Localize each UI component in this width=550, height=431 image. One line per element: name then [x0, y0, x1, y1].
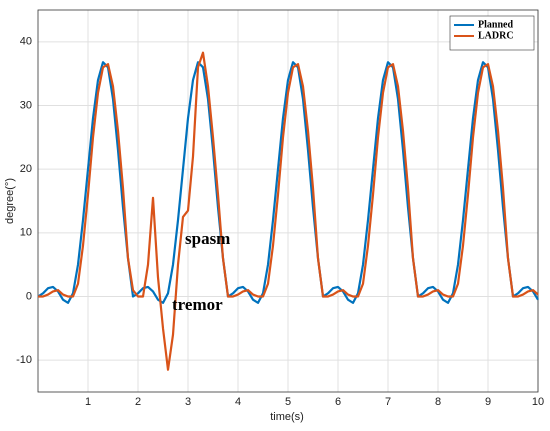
x-tick-label: 7	[385, 396, 391, 408]
x-tick-label: 4	[235, 396, 241, 408]
x-tick-label: 10	[532, 396, 544, 408]
x-tick-label: 1	[85, 396, 91, 408]
x-tick-label: 9	[485, 396, 491, 408]
x-axis-label: time(s)	[270, 411, 304, 423]
y-tick-label: 10	[20, 227, 32, 239]
x-tick-label: 3	[185, 396, 191, 408]
x-tick-label: 2	[135, 396, 141, 408]
x-tick-label: 6	[335, 396, 341, 408]
legend-label: Planned	[478, 19, 513, 30]
y-axis-label: degree(°)	[4, 178, 16, 224]
plot-frame	[37, 9, 539, 393]
x-tick-label: 8	[435, 396, 441, 408]
y-tick-label: -10	[16, 354, 32, 366]
y-tick-label: 0	[26, 290, 32, 302]
series-line	[38, 51, 539, 371]
y-tick-label: 30	[20, 99, 32, 111]
y-tick-label: 20	[20, 163, 32, 175]
legend-box	[449, 15, 535, 51]
annotation: tremor	[172, 295, 223, 314]
legend-label: LADRC	[478, 30, 514, 41]
series-line	[37, 61, 539, 304]
x-tick-label: 5	[285, 396, 291, 408]
y-tick-label: 40	[20, 36, 32, 48]
annotation: spasm	[185, 229, 230, 248]
